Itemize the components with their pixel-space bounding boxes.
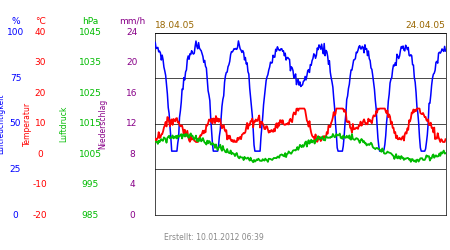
- Text: 1015: 1015: [79, 119, 102, 128]
- Text: 20: 20: [126, 58, 138, 68]
- Text: 0: 0: [37, 150, 43, 159]
- Text: Luftfeuchtigkeit: Luftfeuchtigkeit: [0, 94, 5, 154]
- Text: hPa: hPa: [82, 17, 98, 26]
- Text: 1045: 1045: [79, 28, 102, 37]
- Text: 24.04.05: 24.04.05: [405, 21, 446, 30]
- Text: 25: 25: [10, 165, 21, 174]
- Text: Temperatur: Temperatur: [22, 102, 32, 146]
- Text: 40: 40: [35, 28, 46, 37]
- Text: Niederschlag: Niederschlag: [98, 98, 107, 149]
- Text: 20: 20: [35, 89, 46, 98]
- Text: 16: 16: [126, 89, 138, 98]
- Text: 30: 30: [35, 58, 46, 68]
- Text: -20: -20: [33, 210, 48, 220]
- Text: 100: 100: [7, 28, 24, 37]
- Text: 1005: 1005: [79, 150, 102, 159]
- Text: 1035: 1035: [79, 58, 102, 68]
- Text: °C: °C: [35, 17, 46, 26]
- Text: 0: 0: [13, 210, 18, 220]
- Text: 995: 995: [81, 180, 99, 189]
- Text: 18.04.05: 18.04.05: [155, 21, 195, 30]
- Text: mm/h: mm/h: [119, 17, 145, 26]
- Text: Erstellt: 10.01.2012 06:39: Erstellt: 10.01.2012 06:39: [164, 234, 264, 242]
- Text: 50: 50: [10, 119, 21, 128]
- Text: -10: -10: [33, 180, 48, 189]
- Text: 0: 0: [129, 210, 135, 220]
- Text: 10: 10: [35, 119, 46, 128]
- Text: %: %: [11, 17, 20, 26]
- Text: 985: 985: [81, 210, 99, 220]
- Text: 8: 8: [129, 150, 135, 159]
- Text: Luftdruck: Luftdruck: [59, 106, 68, 142]
- Text: 1025: 1025: [79, 89, 102, 98]
- Text: 24: 24: [126, 28, 138, 37]
- Text: 75: 75: [10, 74, 21, 82]
- Text: 4: 4: [129, 180, 135, 189]
- Text: 12: 12: [126, 119, 138, 128]
